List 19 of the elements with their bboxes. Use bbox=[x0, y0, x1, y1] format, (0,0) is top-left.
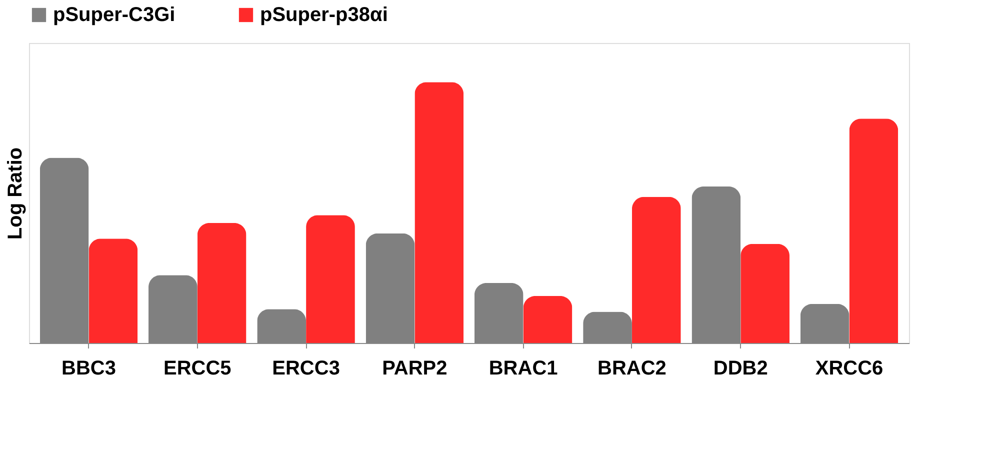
bar bbox=[306, 215, 355, 343]
x-tick-label: PARP2 bbox=[382, 358, 448, 380]
bar bbox=[523, 296, 572, 343]
bar bbox=[740, 244, 790, 343]
x-tick-label: BRAC2 bbox=[598, 358, 666, 380]
x-tick-label: ERCC3 bbox=[272, 358, 340, 380]
bar bbox=[197, 223, 246, 343]
x-tick-label: XRCC6 bbox=[815, 358, 884, 380]
y-axis-title: Log Ratio bbox=[4, 147, 26, 240]
x-tick-label: BRAC1 bbox=[488, 358, 558, 380]
x-tick-label: ERCC5 bbox=[163, 358, 232, 380]
bar bbox=[849, 118, 898, 343]
x-tick-label: DDB2 bbox=[713, 358, 768, 380]
bar bbox=[88, 238, 138, 343]
x-tick-label: BBC3 bbox=[62, 358, 116, 380]
bar bbox=[414, 82, 464, 343]
legend-label: pSuper-p38αi bbox=[260, 4, 388, 26]
legend-label: pSuper-C3Gi bbox=[53, 4, 176, 26]
bar bbox=[632, 196, 681, 343]
